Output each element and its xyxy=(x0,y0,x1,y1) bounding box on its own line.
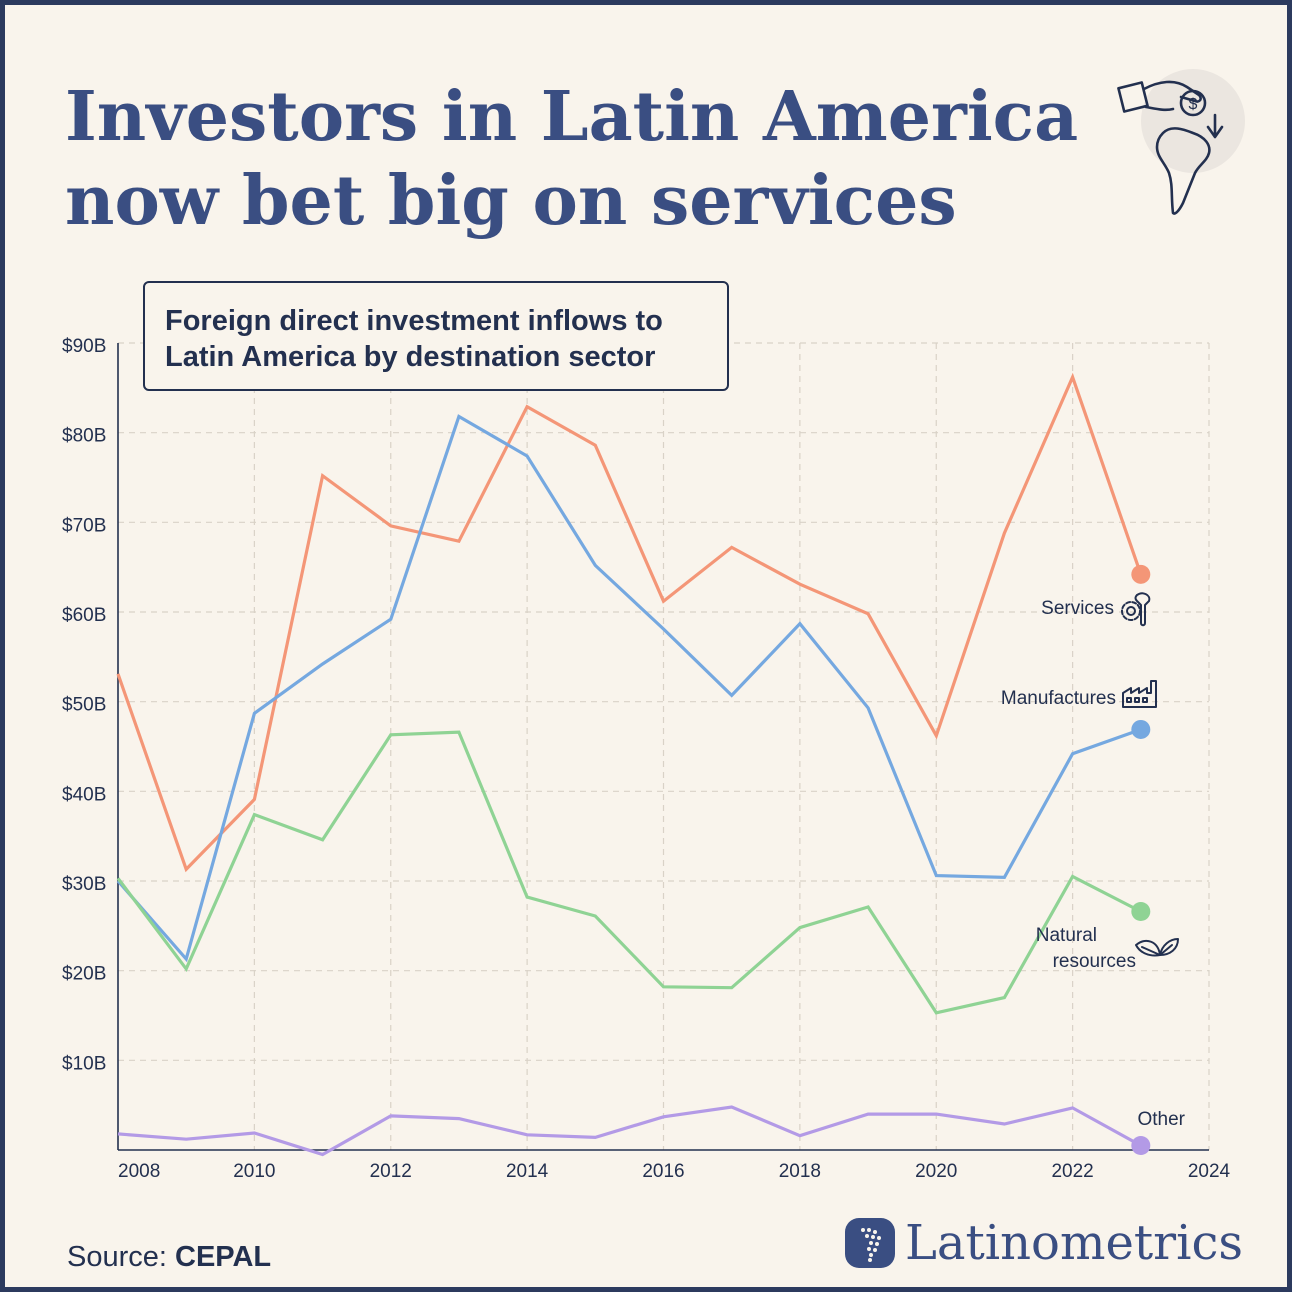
series-icons xyxy=(1121,592,1179,957)
manufactures-label: Manufactures xyxy=(1001,688,1116,709)
subtitle-line-1: Foreign direct investment inflows to xyxy=(165,305,663,337)
series-lines xyxy=(116,372,1143,1157)
services-line xyxy=(116,372,1143,873)
y-tick-label: $40B xyxy=(62,784,106,805)
axes: $10B $20B $30B $40B $50B $60B $70B $80B $90B 2008… xyxy=(62,336,1231,1182)
services-end-dot xyxy=(1131,564,1151,584)
leaf-icon xyxy=(1135,938,1179,957)
manufactures-line xyxy=(116,414,1142,963)
chart-subtitle-box: Foreign direct investment inflows to Lat… xyxy=(143,281,729,391)
x-tick-label: 2014 xyxy=(506,1161,549,1182)
x-tick-label: 2010 xyxy=(233,1161,275,1182)
source-note: Source: CEPAL xyxy=(67,1241,271,1274)
y-tick-label: $70B xyxy=(62,515,106,536)
factory-icon xyxy=(1122,680,1157,708)
natural-resources-label-line-1: Natural xyxy=(1036,925,1097,946)
x-tick-label: 2018 xyxy=(779,1161,821,1182)
services-label: Services xyxy=(1041,598,1114,619)
source-label: Source: xyxy=(67,1241,167,1273)
x-tick-label: 2012 xyxy=(370,1161,412,1182)
manufactures-end-dot xyxy=(1131,719,1151,739)
y-tick-label: $10B xyxy=(62,1053,106,1074)
brand-name: Latinometrics xyxy=(905,1215,1243,1271)
other-label: Other xyxy=(1137,1109,1185,1130)
latin-america-map-logo-icon xyxy=(845,1218,895,1268)
series-end-dots xyxy=(1131,564,1151,1156)
natural-resources-label-line-2: resources xyxy=(1053,951,1136,972)
x-tick-label: 2016 xyxy=(642,1161,684,1182)
title-line-1: Investors in Latin America xyxy=(65,77,1079,157)
page-title: Investors in Latin America now bet big o… xyxy=(65,75,1105,243)
x-tick-label: 2020 xyxy=(915,1161,957,1182)
grid-lines xyxy=(118,342,1210,1150)
fdi-line-chart: $10B $20B $30B $40B $50B $60B $70B $80B $90B 2008… xyxy=(62,336,1231,1182)
y-tick-label: $30B xyxy=(62,874,106,895)
y-tick-label: $90B xyxy=(62,336,106,357)
svg-text:$: $ xyxy=(1189,96,1198,113)
x-tick-label: 2022 xyxy=(1051,1161,1093,1182)
natural-resources-end-dot xyxy=(1131,901,1151,921)
other-end-dot xyxy=(1131,1136,1151,1156)
natural-resources-line xyxy=(116,730,1142,1015)
x-tick-label: 2024 xyxy=(1188,1161,1231,1182)
y-tick-label: $50B xyxy=(62,695,106,716)
hand-coin-latin-america-icon: $ xyxy=(1117,69,1245,215)
y-tick-label: $20B xyxy=(62,964,106,985)
series-labels: Services Manufactures Natural resources Othe… xyxy=(1001,598,1186,1130)
source-name: CEPAL xyxy=(175,1241,272,1273)
y-tick-label: $60B xyxy=(62,605,106,626)
other-line xyxy=(117,1105,1142,1157)
x-tick-label: 2008 xyxy=(118,1161,160,1182)
gear-wrench-icon xyxy=(1121,592,1151,627)
subtitle-line-2: Latin America by destination sector xyxy=(165,341,656,373)
brand-logo: Latinometrics xyxy=(845,1211,1243,1275)
title-line-2: now bet big on services xyxy=(65,161,957,241)
y-tick-label: $80B xyxy=(62,426,106,447)
